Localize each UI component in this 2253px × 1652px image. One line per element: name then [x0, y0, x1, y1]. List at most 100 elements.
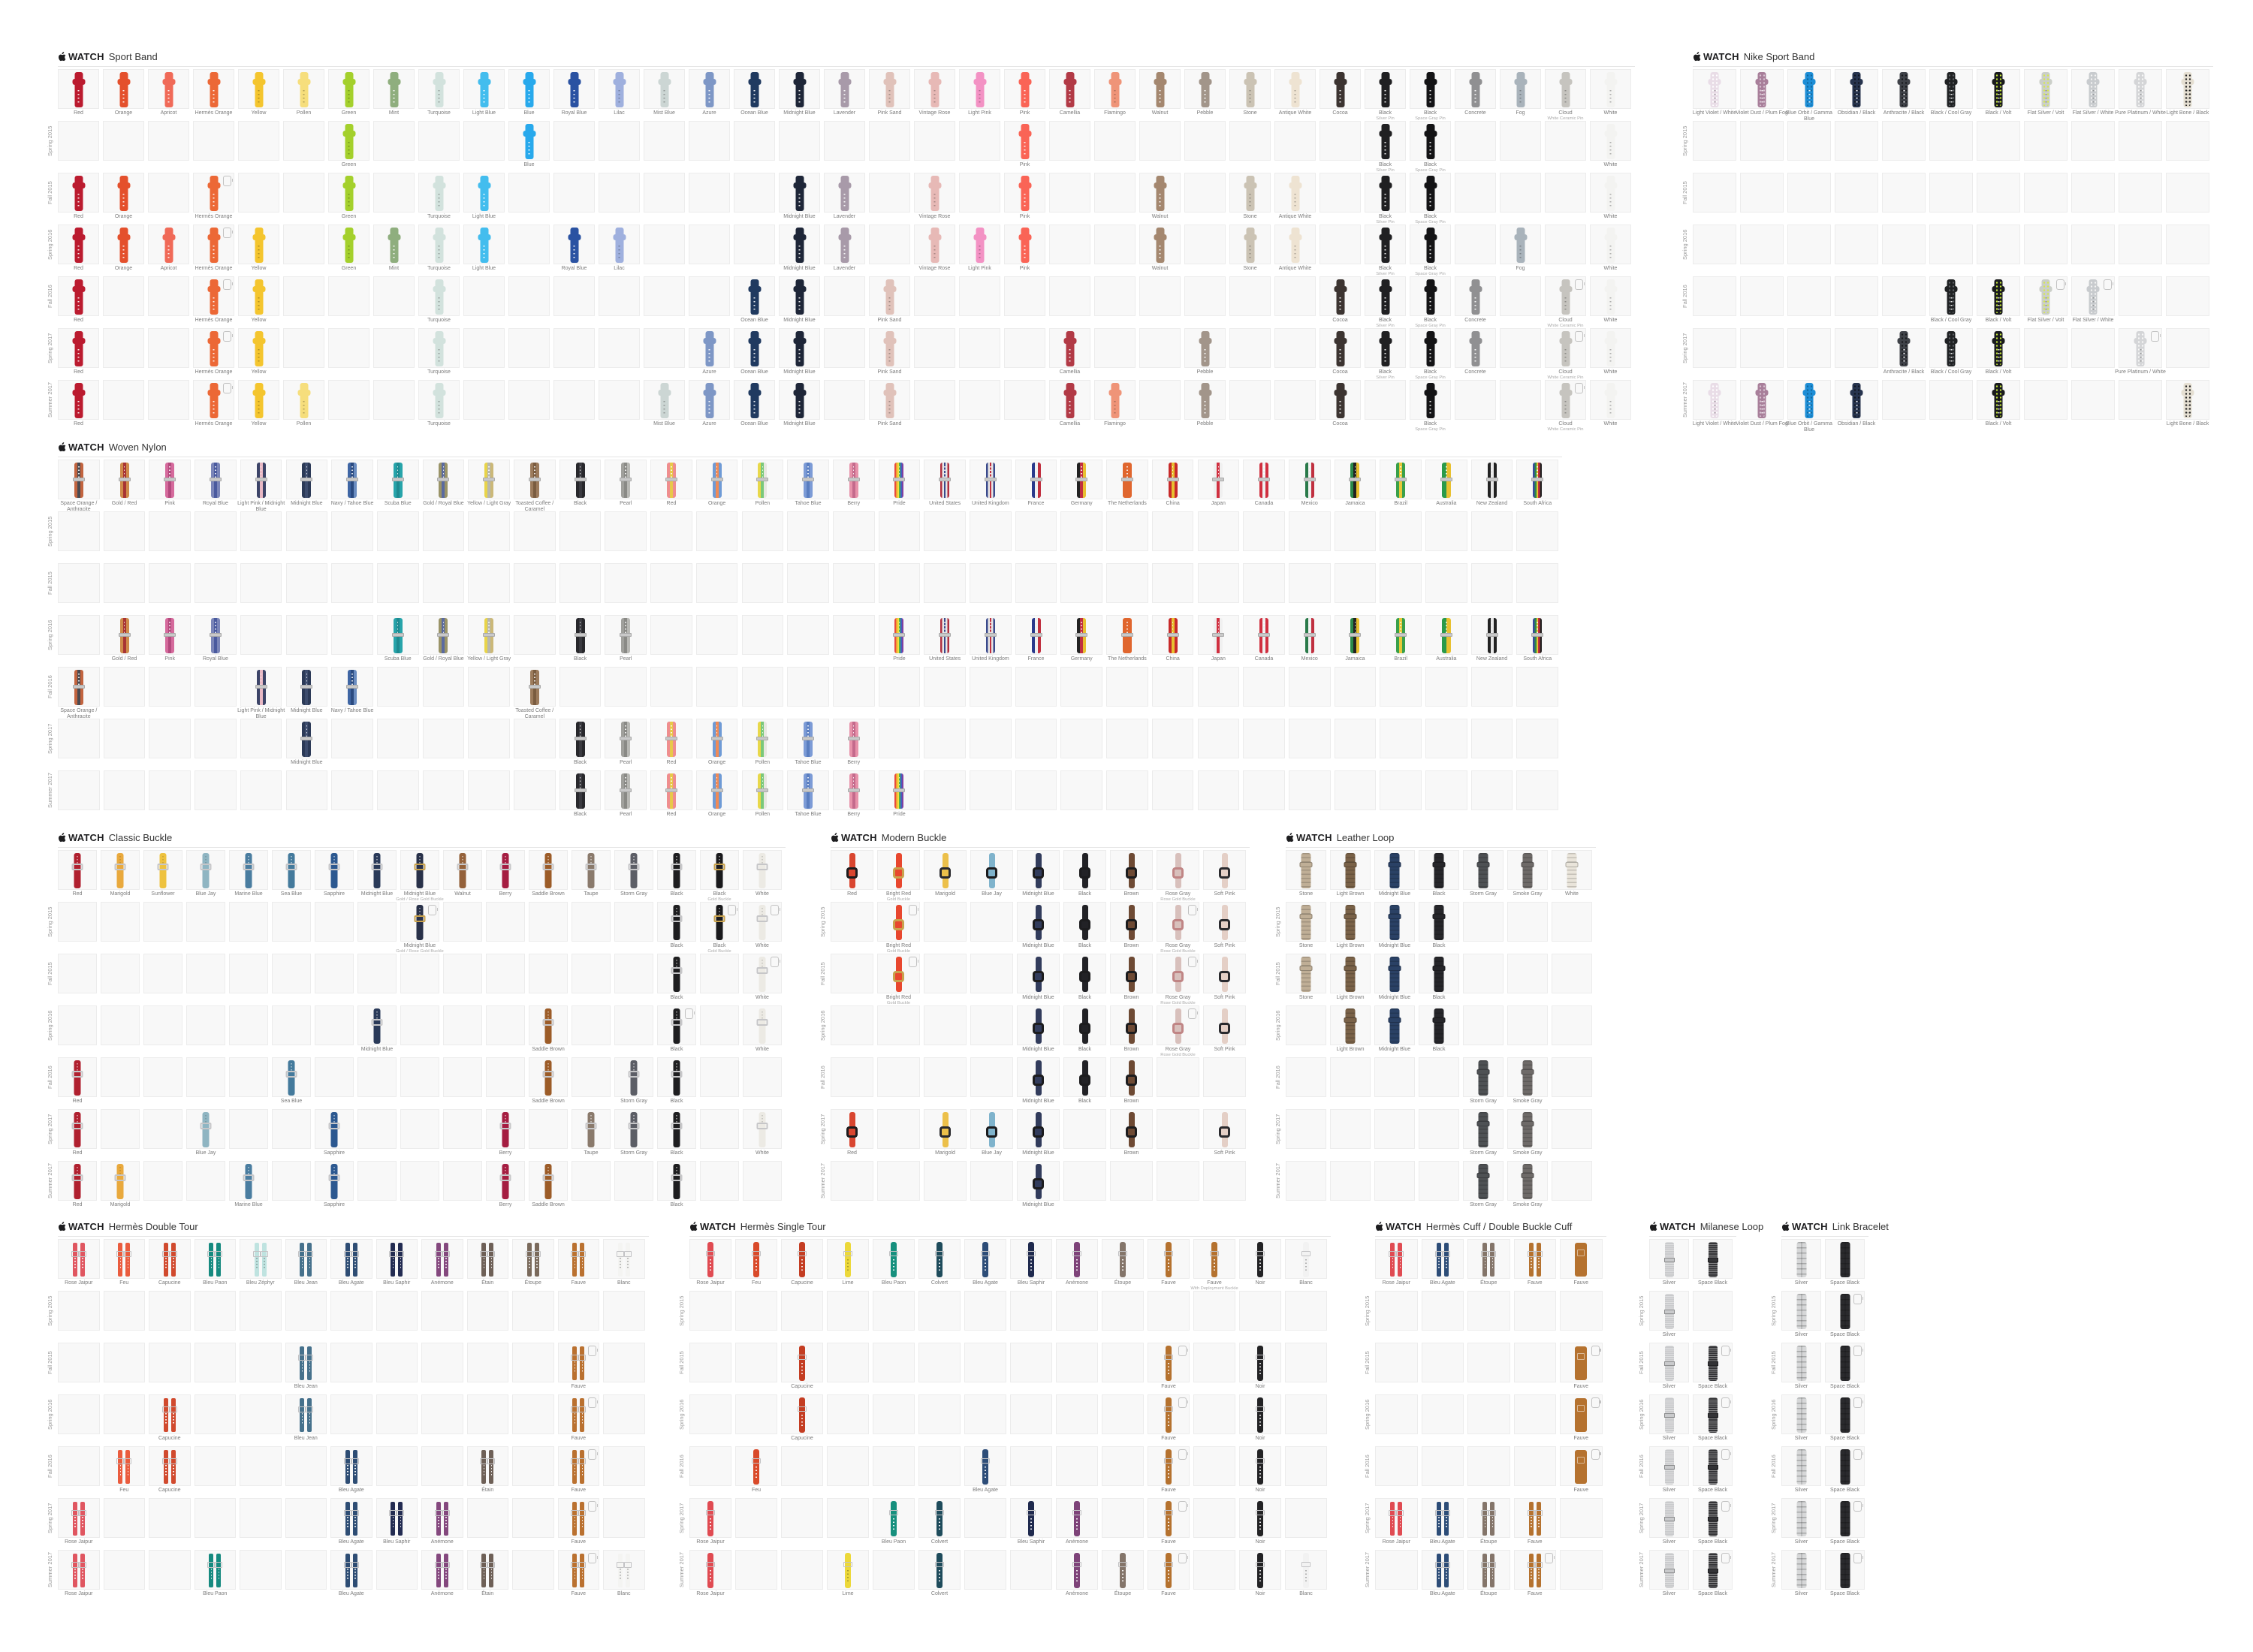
- band-name-label: Blue Jay: [195, 1150, 216, 1156]
- pin-holes: [847, 1259, 849, 1271]
- band-strap: [1796, 1346, 1806, 1381]
- band-cell: [572, 1161, 611, 1201]
- band-cell: [422, 615, 465, 655]
- buckle-frame: [940, 867, 951, 879]
- band-cell: [1229, 328, 1271, 368]
- band-cell: [1203, 902, 1246, 942]
- band-cell: [1102, 1498, 1144, 1538]
- band-cell: [285, 1498, 327, 1538]
- band-lug: [568, 234, 581, 240]
- pin-holes: [801, 1414, 803, 1427]
- band-cell: [103, 121, 144, 161]
- pin-holes: [354, 1517, 356, 1528]
- watch-wordmark: WATCH: [841, 832, 877, 843]
- band-cell: [238, 225, 279, 264]
- pin-holes: [301, 1258, 303, 1269]
- band-cell: [559, 615, 602, 655]
- band-cell: [734, 276, 775, 316]
- season-row-label: Summer 2017: [47, 1162, 53, 1199]
- band-cell: [2166, 121, 2209, 161]
- band-strap: [1301, 1553, 1310, 1588]
- band-cell: [1203, 1057, 1246, 1097]
- band-cell: [143, 1161, 182, 1201]
- buckle-frame: [1434, 1509, 1443, 1516]
- buckle-frame: [798, 1355, 807, 1361]
- band-name-label: Turquoise: [427, 318, 451, 323]
- pin-holes: [1446, 1517, 1447, 1528]
- band-cell: [964, 1291, 1006, 1331]
- section-header: WATCH Modern Buckle: [831, 832, 946, 846]
- band-name-label: Midnight Blue: [1378, 891, 1411, 897]
- band-strap: [986, 1112, 997, 1147]
- band-cell: [1740, 276, 1784, 316]
- band-cell: [463, 380, 505, 420]
- perforation-dots: [1995, 333, 2002, 365]
- band-cell: [2119, 225, 2162, 264]
- band-name-label: Colvert: [930, 1280, 949, 1286]
- pin-holes: [1609, 246, 1612, 261]
- pin-holes: [1564, 349, 1567, 365]
- band-name-label: United Kingdom: [971, 501, 1009, 506]
- buckle-frame: [215, 1250, 223, 1257]
- band-cell: [1467, 1550, 1510, 1590]
- band-cell: [1243, 615, 1285, 655]
- loop-clasp: [1388, 914, 1401, 920]
- band-cell: [240, 1343, 282, 1382]
- band-strap: [1663, 1501, 1675, 1536]
- band-name-label: Berry: [499, 1202, 512, 1207]
- pin-holes: [801, 1362, 803, 1375]
- band-strap: [483, 618, 496, 653]
- buckle-frame: [1033, 1022, 1044, 1034]
- band-cell: [1239, 1291, 1281, 1331]
- band-cell: [58, 1057, 97, 1097]
- band-cell: [193, 276, 234, 316]
- band-cell: [572, 902, 611, 942]
- band-cell: [970, 667, 1012, 707]
- band-cell: [331, 563, 373, 603]
- mesh-clasp: [1707, 1412, 1718, 1418]
- band-cell: [148, 173, 189, 213]
- band-name-label: Black / Volt: [1985, 318, 2012, 323]
- band-name-label: Anémone: [430, 1539, 454, 1545]
- band-name-label: Pebble: [1196, 110, 1214, 116]
- band-strap: [986, 853, 997, 888]
- band-strap: [665, 773, 677, 809]
- band-name-label: Black Space Gray Pin: [1405, 214, 1455, 225]
- season-row-label: Spring 2016: [47, 1399, 53, 1430]
- band-name-label: South Africa: [1523, 656, 1552, 662]
- band-name-label: Hermès Orange: [195, 369, 233, 375]
- band-cell: [1419, 1057, 1459, 1097]
- band-cell: [553, 173, 595, 213]
- band-strap: [487, 1450, 496, 1484]
- band-strap: [499, 1164, 511, 1199]
- band-name-label: Concrete: [1464, 318, 1486, 323]
- band-strap: [437, 618, 450, 653]
- band-cell: [463, 173, 505, 213]
- band-cell: [2024, 328, 2068, 368]
- band-cell: [58, 276, 99, 316]
- band-cell: [1060, 460, 1103, 499]
- band-name-label: Black Space Gray Pin: [1405, 110, 1455, 122]
- season-row-label: Spring 2016: [47, 620, 53, 650]
- pin-holes: [807, 776, 809, 789]
- band-cell: [700, 902, 739, 942]
- season-row-label: Fall 2016: [1681, 285, 1688, 308]
- band-cell: [700, 850, 739, 890]
- band-strap: [252, 72, 265, 107]
- buckle-frame: [578, 1561, 587, 1568]
- band-name-label: South Africa: [1523, 501, 1552, 506]
- band-name-label: Azure: [702, 110, 716, 116]
- buckle-frame: [1164, 1251, 1173, 1257]
- band-cell: [1500, 380, 1541, 420]
- band-name-label: Anémone: [430, 1280, 454, 1286]
- band-cell: [959, 121, 1000, 161]
- band-cell: [186, 1109, 225, 1149]
- band-cell: [1380, 563, 1422, 603]
- band-cell: [1545, 121, 1586, 161]
- season-row-label: Spring 2015: [1364, 1295, 1371, 1326]
- band-name-label: Étoupe: [1114, 1280, 1132, 1286]
- watch-case-icon: [1178, 1397, 1188, 1408]
- pin-holes: [1249, 246, 1251, 261]
- band-cell: [238, 276, 279, 316]
- band-lug: [1469, 286, 1482, 292]
